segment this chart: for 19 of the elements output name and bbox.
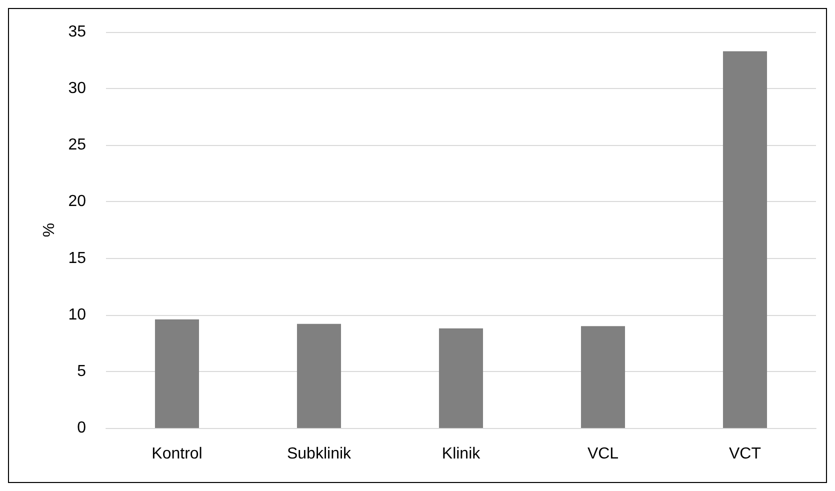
x-tick-label: VCT: [729, 446, 762, 462]
y-tick-label: 10: [68, 306, 86, 324]
y-tick-label: 0: [77, 420, 86, 436]
y-tick-label: 5: [77, 362, 86, 380]
x-tick-label: VCL: [587, 446, 619, 462]
y-tick-label: 15: [68, 250, 86, 267]
bar: [154, 319, 200, 428]
y-axis-title: %: [40, 222, 58, 238]
y-tick-label: 35: [68, 24, 86, 40]
bar: [722, 51, 768, 428]
x-tick-label: Subklinik: [286, 446, 352, 462]
bar: [438, 328, 484, 428]
x-tick-label: Klinik: [442, 446, 482, 462]
bar: [296, 324, 342, 428]
y-tick-label: 30: [68, 80, 86, 98]
bar: [580, 326, 626, 428]
y-tick-label: 20: [68, 193, 86, 210]
x-tick-label: Kontrol: [152, 446, 202, 462]
y-tick-label: 25: [68, 136, 86, 154]
